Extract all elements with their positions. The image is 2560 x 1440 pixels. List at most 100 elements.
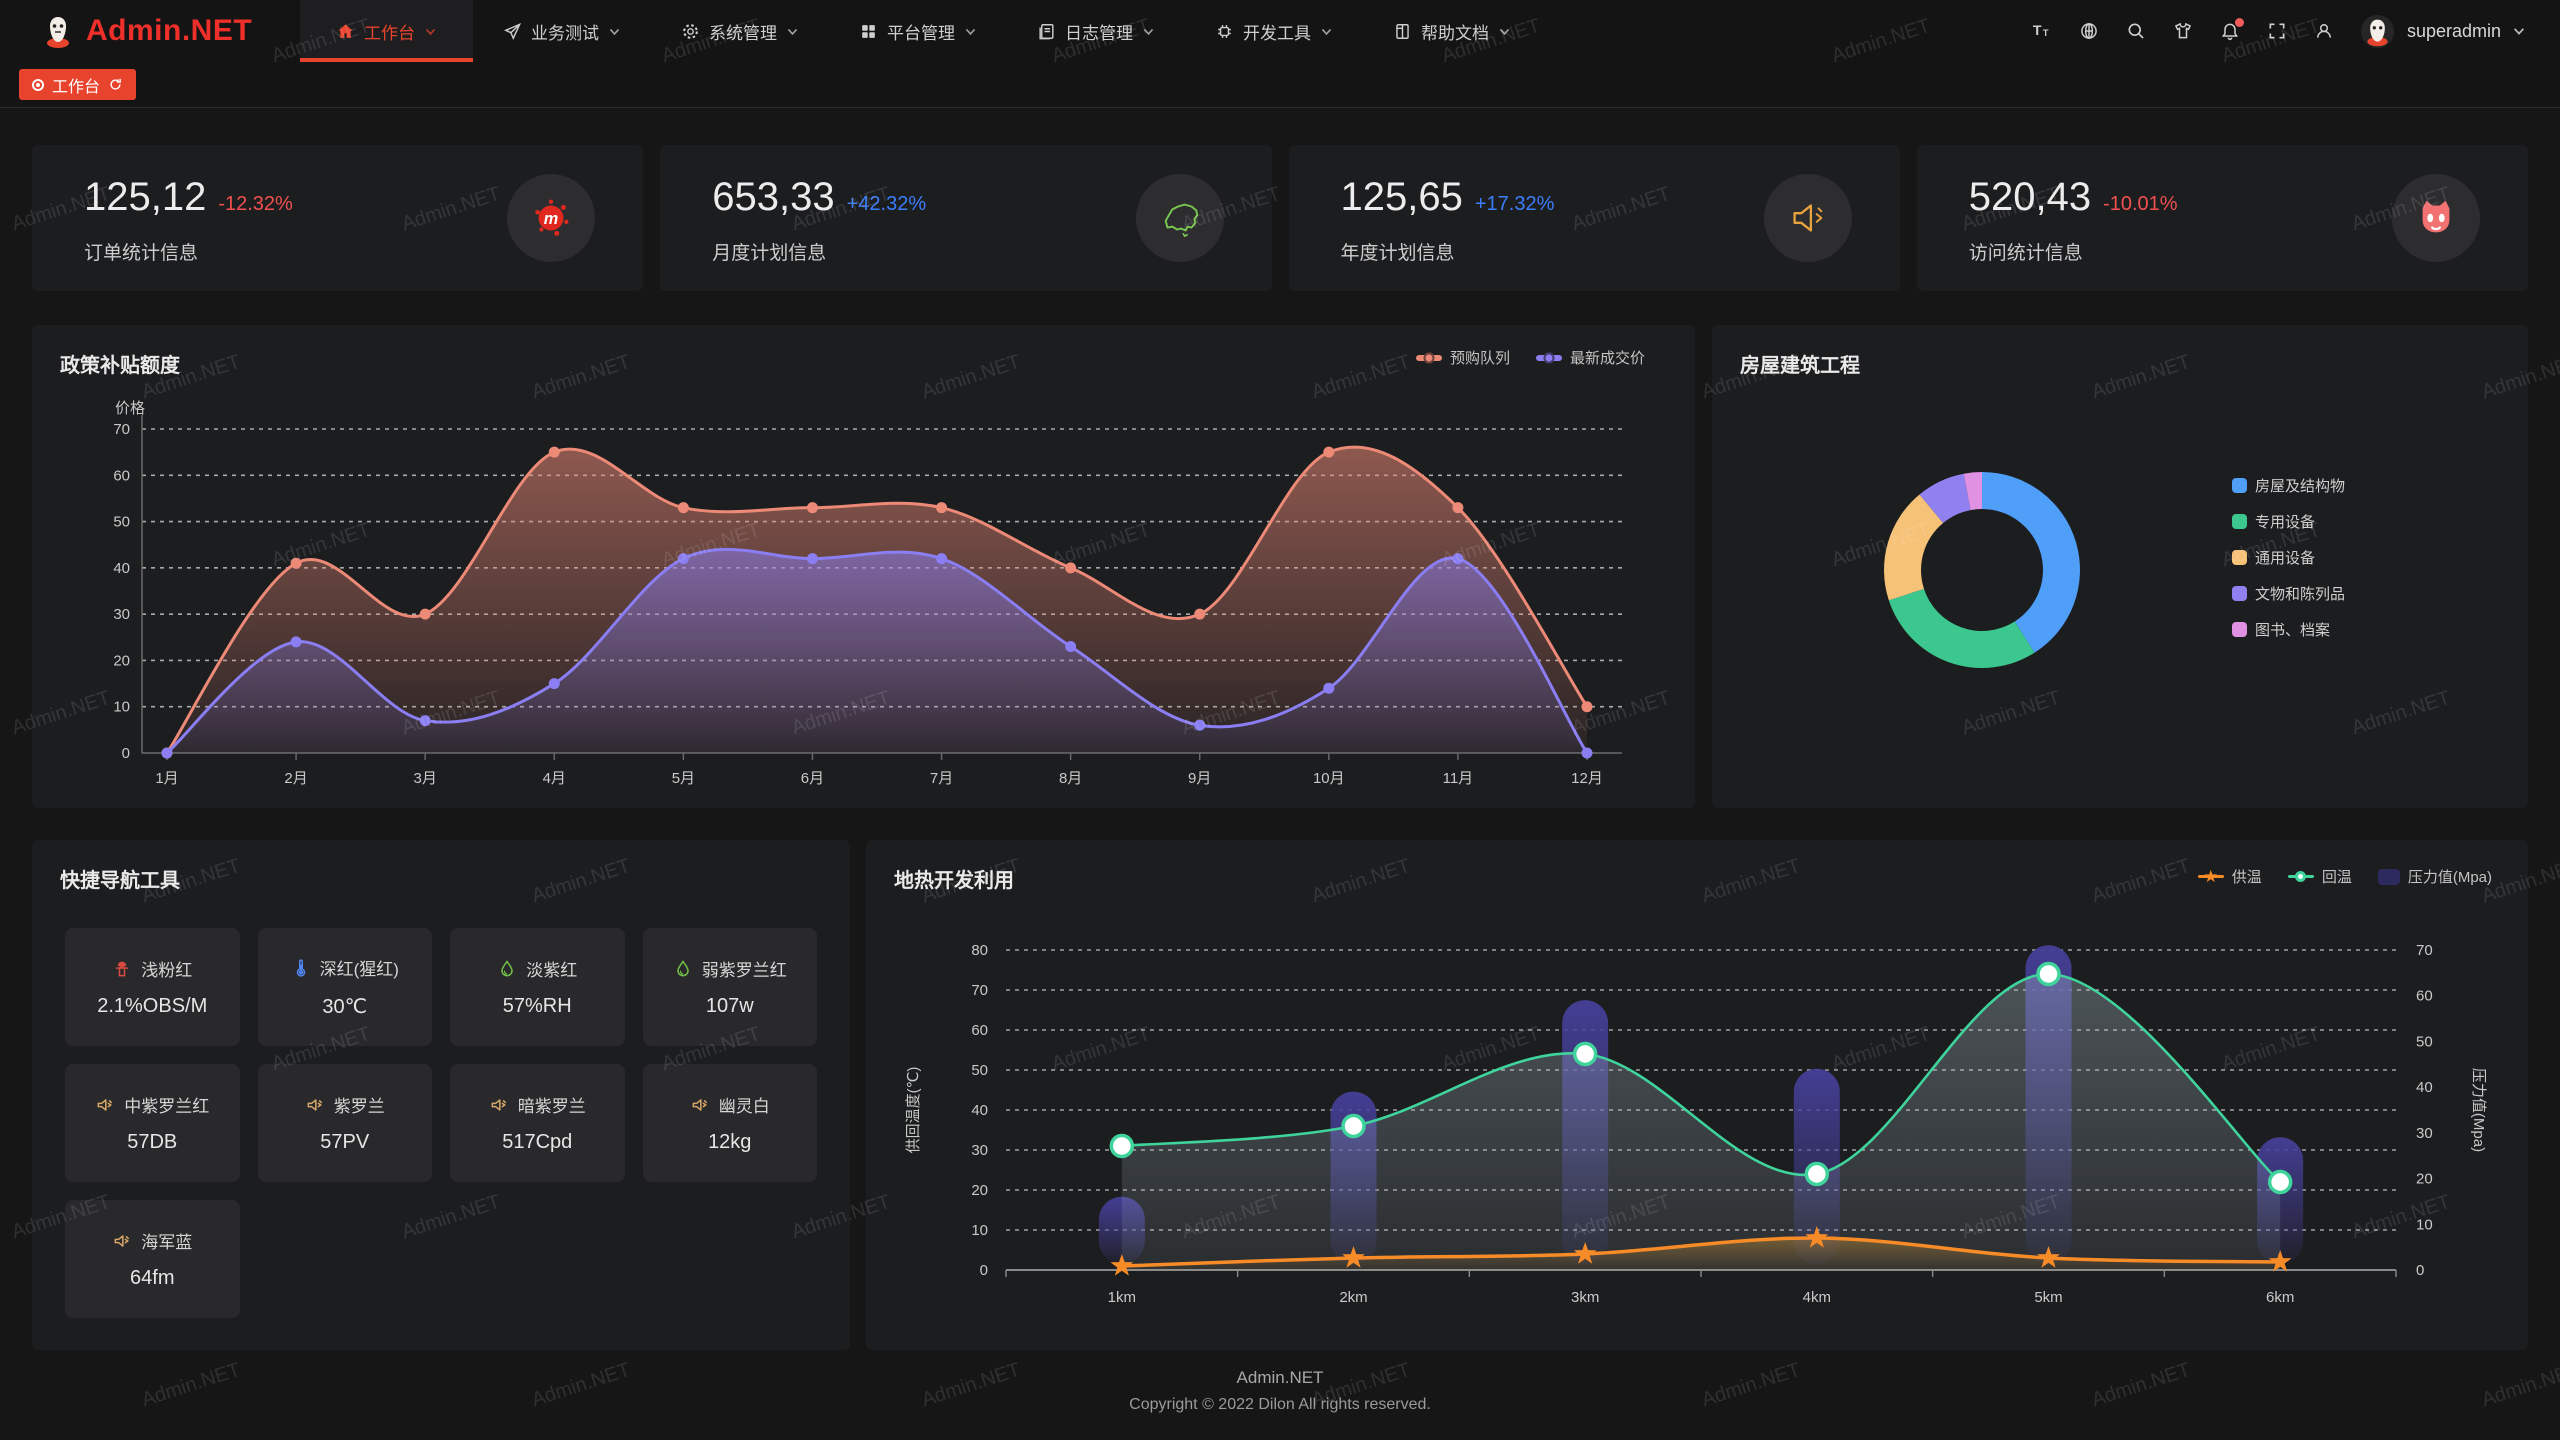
svg-text:1km: 1km xyxy=(1108,1289,1136,1306)
quick-card-light-pink[interactable]: 浅粉红 2.1%OBS/M xyxy=(65,928,240,1046)
geothermal-mixed-chart[interactable]: 0 10 20 30 40 50 60 70 80 0 10 20 30 40 50 60 70 1km 2km 3k… xyxy=(866,840,2528,1350)
legend-label: 文物和陈列品 xyxy=(2255,586,2346,603)
legend-item[interactable]: 文物和陈列品 xyxy=(2232,583,2345,604)
legend-item[interactable]: 专用设备 xyxy=(2232,511,2345,532)
quick-label: 幽灵白 xyxy=(718,1097,770,1116)
stat-value: 125,65 xyxy=(1340,175,1463,219)
legend-label: 专用设备 xyxy=(2255,514,2316,531)
quick-label: 浅粉红 xyxy=(141,961,193,980)
stat-value: 653,33 xyxy=(712,175,835,219)
user-icon[interactable] xyxy=(2314,21,2334,41)
legend-item-supply-temp[interactable]: ★ 供温 xyxy=(2197,866,2262,887)
svg-text:T: T xyxy=(2033,23,2042,39)
nav-label: 日志管理 xyxy=(1065,23,1133,43)
legend-swatch xyxy=(2232,478,2247,493)
chevron-down-icon[interactable] xyxy=(2512,24,2526,38)
nav-item-platform-mgmt[interactable]: 平台管理 xyxy=(829,0,1007,62)
hydrant-icon xyxy=(116,961,129,976)
legend-item-latest-price[interactable]: 最新成交价 xyxy=(1535,347,1645,368)
legend-marker xyxy=(1535,354,1562,361)
legend-item-pressure[interactable]: 压力值(Mpa) xyxy=(2377,866,2492,887)
quick-value: 2.1%OBS/M xyxy=(97,995,208,1017)
svg-text:0: 0 xyxy=(2416,1262,2424,1279)
geothermal-chart-panel: 地热开发利用 ★ 供温 回温 压力值(Mpa) 0 10 20 30 40 50 60 70 8… xyxy=(866,840,2528,1350)
quick-value: 64fm xyxy=(130,1267,175,1289)
chart-legend: 预购队列 最新成交价 xyxy=(1415,347,1645,368)
footer-app-name: Admin.NET xyxy=(1236,1368,1324,1387)
svg-text:50: 50 xyxy=(2416,1033,2433,1050)
app-logo[interactable]: Admin.NET xyxy=(0,0,300,62)
quick-card-navy-blue[interactable]: 海军蓝 64fm xyxy=(65,1200,240,1318)
svg-text:70: 70 xyxy=(2416,942,2433,959)
svg-text:20: 20 xyxy=(113,652,130,669)
quick-card-violet[interactable]: 紫罗兰 57PV xyxy=(257,1064,432,1182)
chip-icon xyxy=(1218,24,1231,38)
legend-item-preorder[interactable]: 预购队列 xyxy=(1415,347,1510,368)
stat-card-yearly-plan: 125,65 +17.32% 年度计划信息 xyxy=(1288,145,1900,291)
chevron-down-icon xyxy=(1321,28,1332,35)
legend-item[interactable]: 通用设备 xyxy=(2232,547,2345,568)
current-user[interactable]: superadmin xyxy=(2406,20,2501,41)
nav-label: 业务测试 xyxy=(531,23,599,43)
mascot-logo-icon xyxy=(47,17,69,48)
nav-label: 工作台 xyxy=(364,23,415,43)
tab-workbench[interactable]: 工作台 xyxy=(19,69,137,100)
nav-label: 平台管理 xyxy=(887,23,955,43)
legend-item-return-temp[interactable]: 回温 xyxy=(2287,866,2352,887)
chevron-down-icon xyxy=(425,28,436,35)
nav-item-workbench[interactable]: 工作台 xyxy=(300,0,473,62)
main-nav: 工作台 业务测试 系统管理 平台管理 日志管理 开发工具 xyxy=(300,0,1541,62)
svg-text:30: 30 xyxy=(971,1142,988,1159)
nav-item-log-mgmt[interactable]: 日志管理 xyxy=(1007,0,1185,62)
stat-card-visits: 520,43 -10.01% 访问统计信息 xyxy=(1916,145,2528,291)
gear-icon xyxy=(683,23,698,39)
language-icon[interactable] xyxy=(2079,21,2099,41)
svg-text:11月: 11月 xyxy=(1443,770,1474,787)
quick-card-pale-violet[interactable]: 淡紫红 57%RH xyxy=(450,928,625,1046)
quick-card-ghost-white[interactable]: 幽灵白 12kg xyxy=(642,1064,817,1182)
nav-item-system-mgmt[interactable]: 系统管理 xyxy=(651,0,829,62)
svg-text:10: 10 xyxy=(2416,1216,2433,1233)
svg-text:40: 40 xyxy=(113,560,130,577)
quick-card-medium-violet-red[interactable]: 中紫罗兰红 57DB xyxy=(65,1064,240,1182)
legend-item[interactable]: 图书、档案 xyxy=(2232,619,2345,640)
bottom-row: 快捷导航工具 浅粉红 2.1%OBS/M 深红(猩红) 30℃ 淡紫红 57%R… xyxy=(32,840,2528,1350)
quick-card-crimson[interactable]: 深红(猩红) 30℃ xyxy=(257,928,432,1046)
nav-item-dev-tools[interactable]: 开发工具 xyxy=(1185,0,1363,62)
svg-text:30: 30 xyxy=(2416,1125,2433,1142)
svg-text:50: 50 xyxy=(113,514,130,531)
policy-subsidy-area-chart[interactable]: 0 10 20 30 40 50 60 70 价格 1月 2月 3月 4月 5月 6月 7月 8月 9月 10月 11… xyxy=(32,325,1695,808)
water-drop-icon xyxy=(501,959,514,976)
speaker-icon xyxy=(692,1098,707,1111)
speaker-icon xyxy=(491,1098,506,1111)
svg-text:10: 10 xyxy=(971,1222,988,1239)
stat-card-monthly-plan: 653,33 +42.32% 月度计划信息 xyxy=(660,145,1272,291)
building-project-donut-chart[interactable] xyxy=(1712,325,2528,808)
nav-item-help-docs[interactable]: 帮助文档 xyxy=(1363,0,1541,62)
quick-card-dark-violet[interactable]: 暗紫罗兰 517Cpd xyxy=(450,1064,625,1182)
app-title: Admin.NET xyxy=(86,14,253,47)
svg-text:3km: 3km xyxy=(1571,1289,1599,1306)
quick-card-weak-violet-red[interactable]: 弱紫罗兰红 107w xyxy=(642,928,817,1046)
notifications-bell-icon[interactable] xyxy=(2220,18,2244,41)
nav-item-business-test[interactable]: 业务测试 xyxy=(473,0,651,62)
legend-marker xyxy=(1415,354,1442,361)
legend-item[interactable]: 房屋及结构物 xyxy=(2232,475,2345,496)
avatar[interactable] xyxy=(2360,14,2394,48)
stat-icon-circle xyxy=(2392,174,2480,262)
refresh-icon[interactable] xyxy=(108,77,123,92)
stats-row: 125,12 -12.32% 订单统计信息 m 653,33 +42.32% 月… xyxy=(32,145,2528,291)
theme-icon[interactable] xyxy=(2173,21,2193,41)
svg-text:2km: 2km xyxy=(1339,1289,1367,1306)
legend-marker-star: ★ xyxy=(2197,868,2224,885)
policy-subsidy-chart-panel: 政策补贴额度 预购队列 最新成交价 0 10 20 30 40 50 60 70 价格 1月 2月 3… xyxy=(32,325,1695,808)
splat-icon: m xyxy=(535,199,569,236)
legend-swatch xyxy=(2232,550,2247,565)
panel-title: 快捷导航工具 xyxy=(60,870,180,892)
fullscreen-icon[interactable] xyxy=(2267,21,2287,41)
svg-text:2月: 2月 xyxy=(284,770,307,787)
tab-label: 工作台 xyxy=(52,78,101,96)
search-icon[interactable] xyxy=(2126,21,2146,41)
donut-legend: 房屋及结构物 专用设备 通用设备 文物和陈列品 图书、档案 xyxy=(2232,475,2345,640)
